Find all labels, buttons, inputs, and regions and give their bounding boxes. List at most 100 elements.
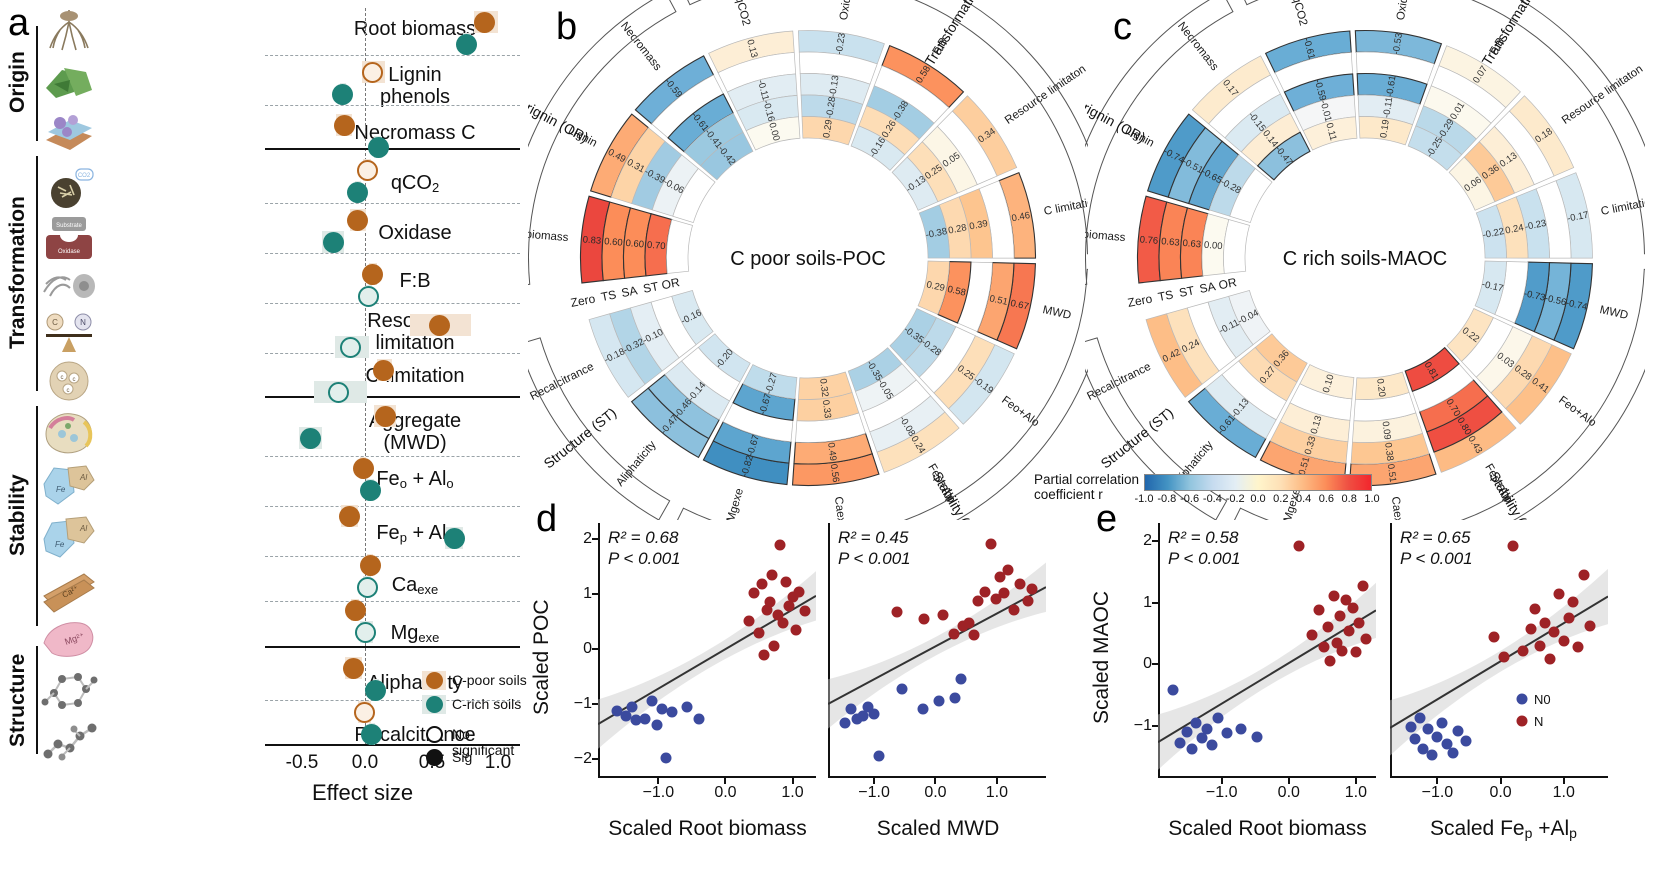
heatmap-cell	[666, 219, 693, 274]
effect-size-point	[444, 527, 466, 549]
heatmap-cell	[1299, 364, 1355, 400]
scatter-point	[1334, 610, 1346, 622]
scatter-point	[611, 705, 623, 717]
panel-a-effect-size-plot: Origin Transformation Stability Structur…	[0, 0, 530, 879]
heatmap-cell-value: 0.11	[1323, 122, 1338, 142]
aggregate-icon	[45, 413, 93, 454]
effect-size-point	[362, 61, 384, 83]
heatmap-cell-value: 0.19	[1378, 119, 1392, 139]
scatter-point	[845, 703, 857, 715]
e1-stats: R² = 0.65 P < 0.001	[1400, 527, 1473, 569]
y-tickmark	[592, 757, 598, 760]
heatmap-ring-label: SA	[1198, 279, 1216, 296]
panel-e-subplot-0-xlabel: Scaled Root biomass	[1168, 817, 1367, 840]
x-tickmark	[1499, 778, 1502, 784]
sector-bracket	[1234, 268, 1645, 520]
panel-a-letter: a	[8, 2, 30, 44]
scatter-point	[1196, 732, 1208, 744]
scatter-point	[1563, 612, 1575, 624]
scatter-point	[1360, 633, 1372, 645]
regression-overlay	[598, 571, 816, 749]
panel-c-center-title: C rich soils-MAOC	[1282, 248, 1448, 270]
scatter-point	[963, 617, 975, 629]
heatmap-cell	[1256, 131, 1311, 181]
effect-size-point	[333, 114, 355, 136]
effect-size-point	[339, 505, 361, 527]
effect-size-point	[344, 599, 366, 621]
effect-size-point	[362, 263, 384, 285]
heatmap-cell-value: 0.13	[1309, 414, 1325, 435]
qco2-icon: CO2	[51, 168, 94, 208]
scatter-point	[1525, 623, 1537, 635]
scatter-point	[1306, 629, 1318, 641]
e0-p: P < 0.001	[1168, 549, 1241, 568]
heatmap-cell-value: 0.76	[1139, 234, 1158, 246]
scatter-point	[651, 719, 663, 731]
scatter-point	[1014, 578, 1026, 590]
scatter-point	[790, 624, 802, 636]
effect-size-point	[456, 33, 478, 55]
regression-overlay	[828, 562, 1046, 729]
scatter-point	[630, 714, 642, 726]
heatmap-cell	[672, 168, 716, 224]
effect-size-point	[343, 657, 365, 679]
scatter-point	[990, 593, 1002, 605]
legend-dot-n0	[1516, 693, 1528, 705]
heatmap-cell-value: 0.60	[625, 238, 644, 250]
legend-label-c-rich: C-rich soils	[452, 696, 522, 712]
x-tick-0.0: 0.0	[351, 752, 379, 773]
heatmap-cell-value: 0.70	[647, 240, 666, 252]
effect-size-point	[340, 336, 362, 358]
scatter-point	[1324, 655, 1336, 667]
heatmap-cell-value: -0.38	[925, 226, 948, 241]
svg-text:Oxidase: Oxidase	[58, 249, 81, 255]
heatmap-cell-value: -0.17	[1566, 210, 1589, 225]
panel-d-subplot-root-biomass: R² = 0.68 P < 0.001 −1.0 0.0 1.0 −2 −1 0 1 2	[574, 523, 816, 801]
scatter-point	[1558, 635, 1570, 647]
scatter-point	[1026, 583, 1038, 595]
effect-size-point	[322, 231, 344, 253]
scatter-point	[656, 703, 668, 715]
x-tick-1.0: 1.0	[484, 752, 512, 773]
heatmap-cell-value: 0.51	[1297, 456, 1313, 477]
row-label-oxidase: Oxidase	[378, 222, 452, 244]
effect-size-point	[373, 359, 395, 381]
heatmap-cell-value: 0.29	[925, 279, 945, 294]
x-tick: 0.0	[1489, 784, 1512, 801]
legend-dot-n	[1516, 715, 1528, 727]
heatmap-cell-value: 0.67	[1009, 298, 1029, 313]
heatmap-cell-value: -0.16	[760, 99, 776, 123]
balance-icon: C N	[46, 313, 92, 352]
heatmap-ring-label: ST	[642, 279, 660, 296]
scatter-point	[1417, 743, 1429, 755]
scatter-point	[756, 578, 768, 590]
scatter-point	[1293, 540, 1305, 552]
heatmap-column-label: Caexe	[1389, 496, 1405, 520]
x-tickmark	[1436, 778, 1439, 784]
heatmap-column-label: Aliphaticity	[614, 439, 659, 489]
scatter-point	[758, 649, 770, 661]
heatmap-cell-value: 0.33	[1303, 435, 1319, 456]
effect-size-point	[356, 576, 378, 598]
x-tickmark	[1354, 778, 1357, 784]
y-tick: −2	[573, 749, 592, 767]
mg-icon: Mg²⁺	[43, 622, 94, 657]
scatter-point	[1022, 595, 1034, 607]
scatter-point	[1331, 637, 1343, 649]
scatter-point	[777, 617, 789, 629]
scatter-point	[1235, 723, 1246, 735]
sector-label: Orignin (OR)	[1085, 94, 1148, 146]
scatter-point	[948, 628, 960, 640]
svg-text:Al: Al	[79, 524, 87, 533]
e0-stats: R² = 0.58 P < 0.001	[1168, 527, 1241, 569]
regression-line	[1390, 595, 1608, 729]
effect-size-point	[474, 11, 496, 33]
effect-size-point	[347, 209, 369, 231]
heatmap-cell-value: 0.38	[1382, 442, 1395, 462]
scatter-point	[1313, 604, 1325, 616]
scatter-point	[994, 571, 1006, 583]
heatmap-cell	[1448, 156, 1496, 211]
heatmap-cell-value: -0.23	[1524, 218, 1547, 233]
group-bar-stability	[36, 406, 38, 626]
effect-size-point	[359, 479, 381, 501]
